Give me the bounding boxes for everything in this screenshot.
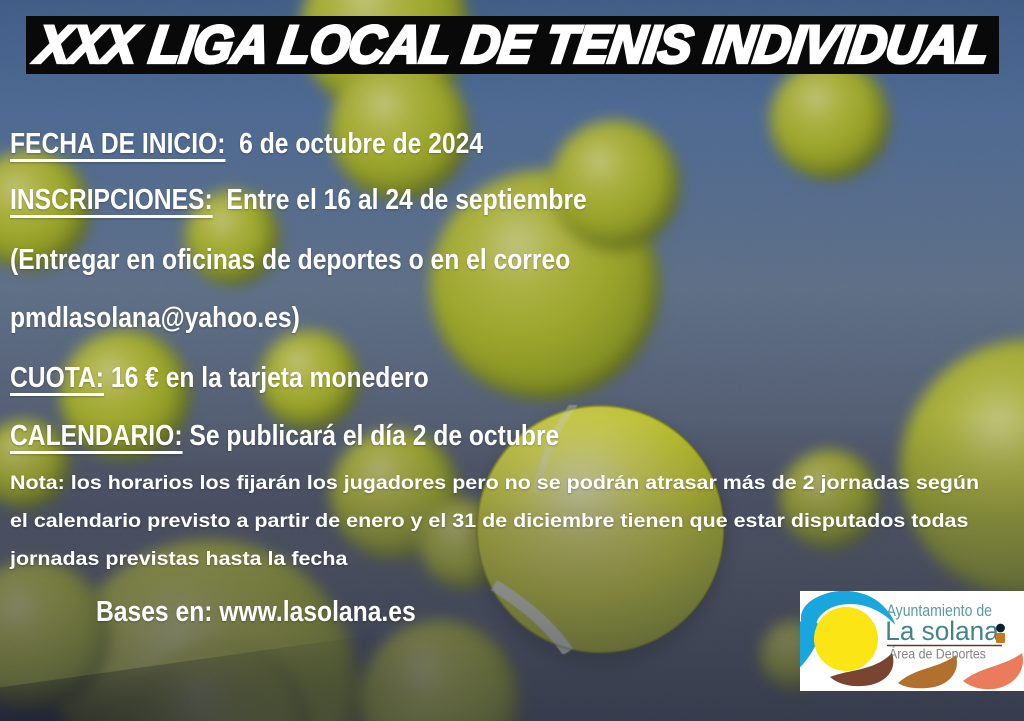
svg-text:La solana: La solana bbox=[885, 616, 999, 646]
svg-text:Área de Deportes: Área de Deportes bbox=[889, 645, 986, 661]
